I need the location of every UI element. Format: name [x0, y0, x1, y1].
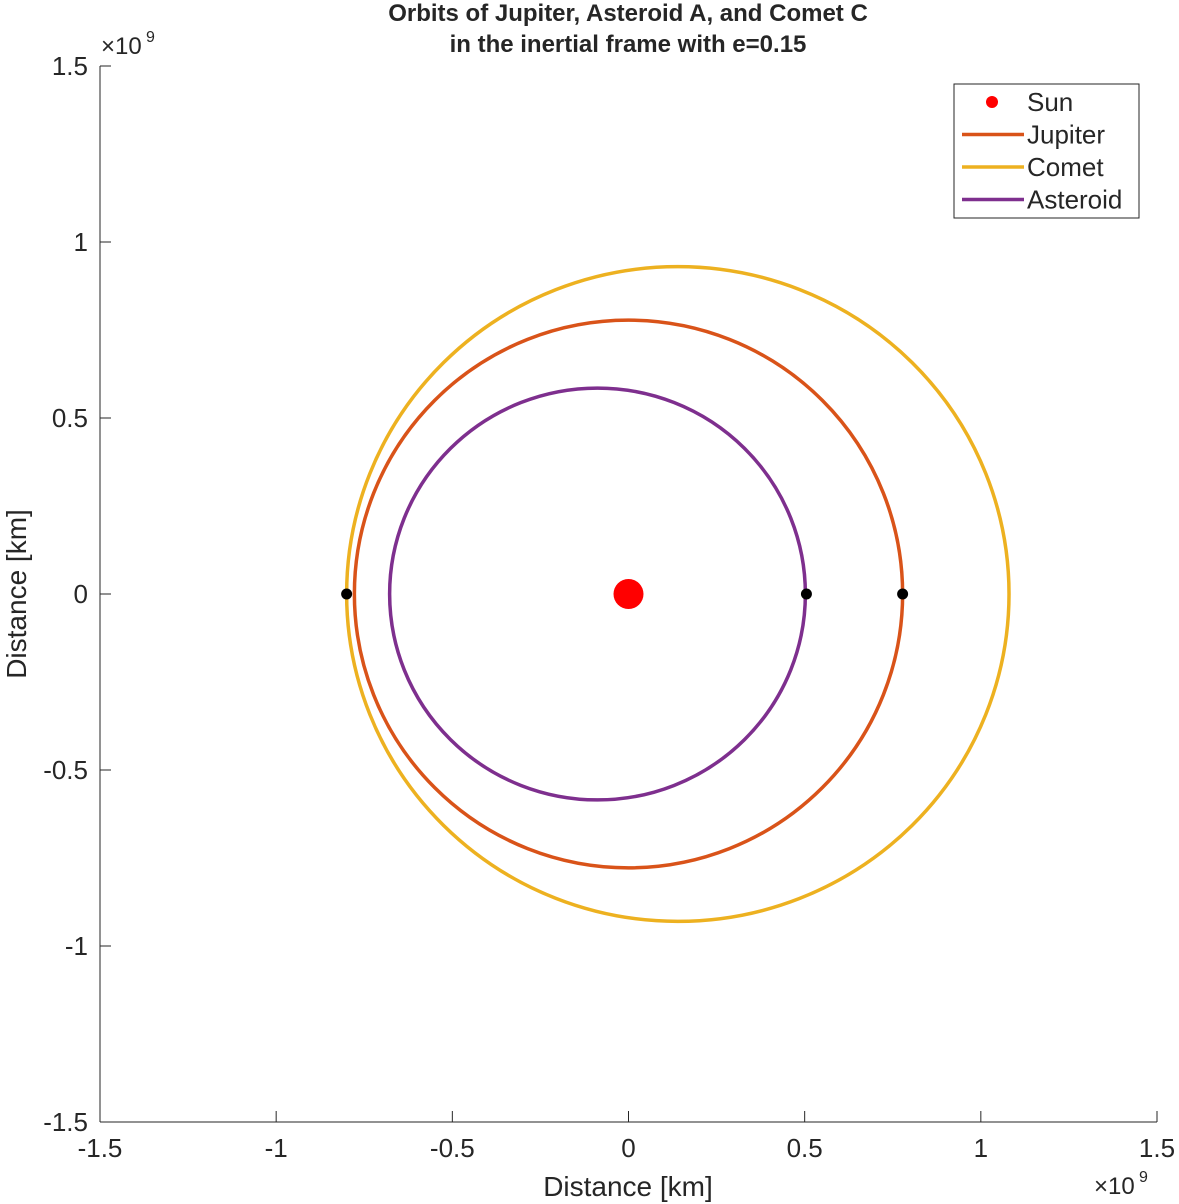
position-marker [897, 588, 909, 600]
x-tick-label: -0.5 [430, 1133, 475, 1163]
y-axis-exponent-power: 9 [146, 29, 155, 46]
y-tick-label: 0.5 [52, 403, 88, 433]
x-tick-label: 1 [974, 1133, 988, 1163]
legend-label-jupiter: Jupiter [1027, 120, 1105, 150]
x-axis-exponent-power: 9 [1139, 1169, 1148, 1186]
x-tick-label: -1 [265, 1133, 288, 1163]
legend-marker-sun [986, 96, 998, 108]
y-tick-label: -1 [65, 931, 88, 961]
legend-label-asteroid: Asteroid [1027, 185, 1122, 215]
y-tick-label: -1.5 [43, 1107, 88, 1137]
y-tick-label: 0 [74, 579, 88, 609]
x-tick-label: -1.5 [78, 1133, 123, 1163]
position-marker [800, 588, 812, 600]
x-tick-label: 0 [621, 1133, 635, 1163]
orbit-comet [344, 264, 1011, 924]
plot-area [341, 264, 1011, 924]
sun-point [613, 579, 644, 609]
legend-label-comet: Comet [1027, 152, 1104, 182]
y-tick-label: -0.5 [43, 755, 88, 785]
y-tick-label: 1 [74, 227, 88, 257]
chart-title-line-2: in the inertial frame with e=0.15 [450, 31, 807, 58]
x-axis-exponent: ×10 [1094, 1173, 1135, 1200]
axes: -1.5 -1 -0.5 0 0.5 1 1.5-1.5-1-0.500.511.5×10 9… [43, 29, 1175, 1200]
y-axis-label: Distance [km] [1, 509, 32, 679]
chart-title-line-1: Orbits of Jupiter, Asteroid A, and Comet… [388, 0, 868, 27]
x-axis-label: Distance [km] [543, 1171, 713, 1202]
legend-box [953, 83, 1140, 219]
position-marker [341, 588, 353, 600]
y-tick-label: 1.5 [52, 51, 88, 81]
legend-label-sun: Sun [1027, 87, 1073, 117]
x-tick-label: 0.5 [787, 1133, 823, 1163]
orbit-asteroid [387, 386, 808, 802]
y-axis-exponent: ×10 [101, 33, 142, 60]
x-tick-label: 1.5 [1139, 1133, 1175, 1163]
